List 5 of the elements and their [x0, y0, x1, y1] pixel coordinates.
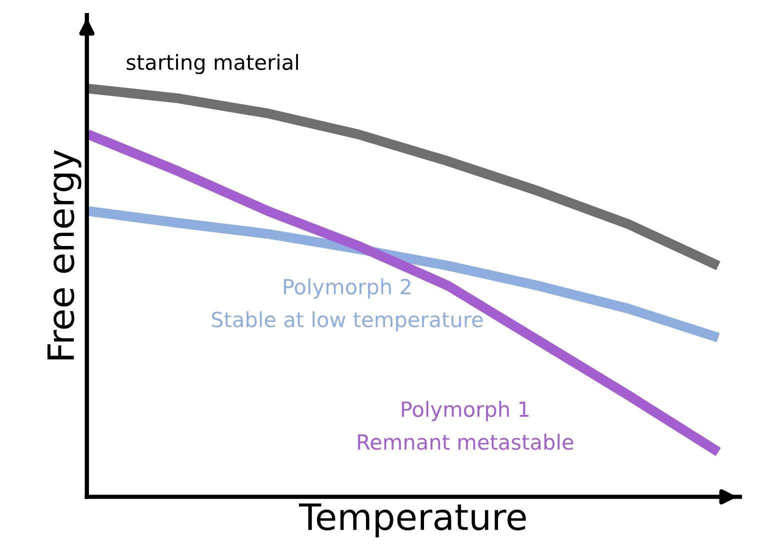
y-axis-title: Free energy: [47, 150, 82, 360]
series-label: Polymorph 1 Remnant metastable: [358, 400, 574, 450]
series-label: starting material: [126, 54, 298, 74]
series-label: Polymorph 2 Stable at low temperature: [212, 278, 483, 332]
x-axis-title: Temperature: [298, 504, 526, 538]
